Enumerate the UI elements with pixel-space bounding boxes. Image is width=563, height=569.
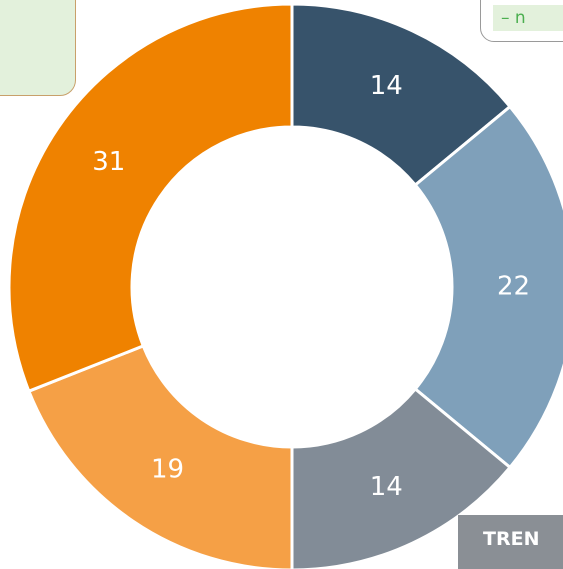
donut-segment <box>7 2 294 394</box>
panel-text: – n <box>493 5 563 31</box>
info-panel <box>0 0 76 96</box>
donut-segment <box>290 386 513 569</box>
data-label: 14 <box>370 71 403 101</box>
data-label: 14 <box>370 472 403 502</box>
legend-panel: – n <box>480 0 563 42</box>
data-label: 19 <box>151 455 184 485</box>
data-label: 31 <box>92 147 125 177</box>
donut-segment <box>413 104 563 470</box>
trend-panel[interactable]: TREN <box>458 515 563 569</box>
data-label: 22 <box>497 272 530 302</box>
donut-segment <box>26 343 294 569</box>
